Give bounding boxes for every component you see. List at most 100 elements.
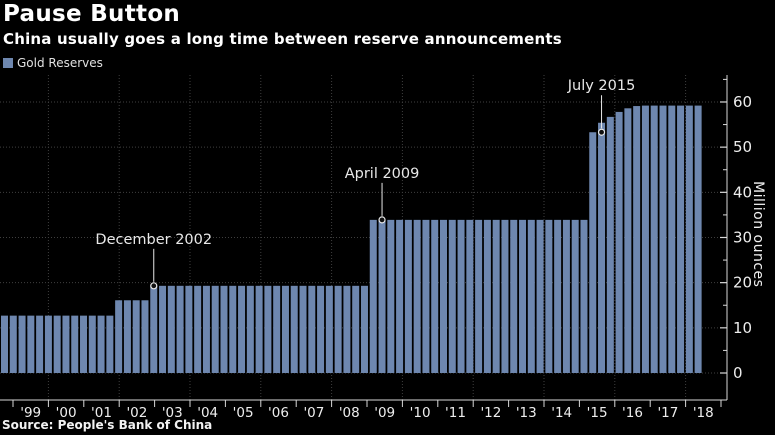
annotation-label-december-2002: December 2002 bbox=[95, 232, 212, 248]
y-tick-label: 10 bbox=[733, 319, 752, 337]
gold-reserves-bar bbox=[396, 219, 404, 373]
x-tick-label: '16 bbox=[622, 405, 643, 421]
legend-swatch-icon bbox=[3, 58, 13, 68]
gold-reserves-bar bbox=[378, 219, 386, 373]
gold-reserves-bar bbox=[536, 219, 544, 373]
gold-reserves-bar bbox=[150, 285, 158, 373]
gold-reserves-bar bbox=[562, 219, 570, 373]
gold-reserves-bar bbox=[545, 219, 553, 373]
gold-reserves-bar-chart: '99 '00 '01 '02 '03 '04 '05 '06 '07 '08 '09 '10 '11 '… bbox=[0, 70, 775, 435]
x-tick-label: '04 bbox=[197, 405, 218, 421]
gold-reserves-bar bbox=[281, 285, 289, 373]
gold-reserves-bar bbox=[483, 219, 491, 373]
x-tick-label: '14 bbox=[551, 405, 572, 421]
gold-reserves-bar bbox=[36, 315, 44, 373]
gold-reserves-bar bbox=[606, 116, 614, 373]
x-tick-label: '09 bbox=[374, 405, 395, 421]
x-tick-label: '00 bbox=[56, 405, 77, 421]
gold-reserves-bar bbox=[97, 315, 105, 373]
x-tick-label: '07 bbox=[303, 405, 324, 421]
x-tick-label: '01 bbox=[91, 405, 112, 421]
gold-reserves-bar bbox=[501, 219, 509, 373]
gold-reserves-bar bbox=[360, 285, 368, 373]
x-tick-label: '13 bbox=[516, 405, 537, 421]
gold-reserves-bar bbox=[273, 285, 281, 373]
gold-reserves-bar bbox=[9, 315, 17, 373]
gold-reserves-bar bbox=[580, 219, 588, 373]
gold-reserves-bar bbox=[641, 105, 649, 373]
gold-reserves-bar bbox=[325, 285, 333, 373]
x-tick-label: '12 bbox=[480, 405, 501, 421]
gold-reserves-bar bbox=[466, 219, 474, 373]
gold-reserves-bar bbox=[413, 219, 421, 373]
gold-reserves-bar bbox=[202, 285, 210, 373]
x-tick-label: '02 bbox=[126, 405, 147, 421]
gold-reserves-bar bbox=[633, 106, 641, 374]
gold-reserves-bar bbox=[659, 105, 667, 373]
gold-reserves-bar bbox=[510, 219, 518, 373]
y-tick-label: 0 bbox=[733, 364, 743, 382]
gold-reserves-bar bbox=[159, 285, 167, 373]
annotation-marker-april-2009 bbox=[378, 216, 386, 224]
gold-reserves-bar bbox=[440, 219, 447, 373]
gold-reserves-bar bbox=[220, 285, 228, 373]
gold-reserves-bar bbox=[334, 285, 342, 373]
y-tick-label: 20 bbox=[733, 274, 752, 292]
gold-reserves-bar bbox=[88, 315, 96, 373]
x-tick-label: '11 bbox=[445, 405, 466, 421]
gold-reserves-bar bbox=[677, 105, 685, 373]
gold-reserves-bar bbox=[404, 219, 412, 373]
gold-reserves-bar bbox=[615, 111, 623, 374]
annotation-label-july-2015: July 2015 bbox=[567, 78, 636, 94]
page-title: Pause Button bbox=[3, 1, 181, 27]
gold-reserves-bar bbox=[229, 285, 237, 373]
gold-reserves-bar bbox=[571, 219, 579, 373]
gold-reserves-bar bbox=[457, 219, 465, 373]
gold-reserves-bar bbox=[264, 285, 272, 373]
gold-reserves-bar bbox=[176, 285, 184, 373]
gold-reserves-bar bbox=[194, 285, 202, 373]
gold-reserves-bar bbox=[589, 132, 597, 373]
gold-reserves-bar bbox=[106, 315, 114, 373]
gold-reserves-bar bbox=[62, 315, 70, 373]
gold-reserves-bar bbox=[167, 285, 175, 373]
gold-reserves-bar bbox=[343, 285, 351, 373]
x-tick-label: '15 bbox=[587, 405, 608, 421]
x-tick-label: '05 bbox=[233, 405, 254, 421]
gold-reserves-bar bbox=[527, 219, 535, 373]
gold-reserves-bar bbox=[44, 315, 52, 373]
gold-reserves-bar bbox=[123, 300, 131, 373]
x-tick-label: '08 bbox=[339, 405, 360, 421]
legend-label: Gold Reserves bbox=[17, 56, 103, 70]
y-tick-label: 60 bbox=[733, 93, 752, 111]
x-tick-label: '18 bbox=[693, 405, 714, 421]
gold-reserves-bar bbox=[624, 108, 632, 374]
gold-reserves-bar bbox=[299, 285, 307, 373]
gold-reserves-bar bbox=[668, 105, 676, 373]
annotation-marker-december-2002 bbox=[150, 282, 158, 290]
annotation-label-april-2009: April 2009 bbox=[345, 166, 420, 182]
y-axis-label: Million ounces bbox=[750, 181, 766, 288]
x-tick-label: '10 bbox=[410, 405, 431, 421]
y-tick-label: 40 bbox=[733, 183, 752, 201]
gold-reserves-bar bbox=[18, 315, 26, 373]
gold-reserves-bar bbox=[115, 300, 123, 373]
gold-reserves-bar bbox=[598, 122, 606, 373]
x-tick-label: '99 bbox=[20, 405, 41, 421]
gold-reserves-bar bbox=[255, 285, 263, 373]
gold-reserves-bar bbox=[650, 105, 658, 373]
gold-reserves-bar bbox=[685, 105, 693, 373]
gold-reserves-bar bbox=[317, 285, 325, 373]
x-tick-label: '06 bbox=[268, 405, 289, 421]
gold-reserves-bar bbox=[1, 315, 8, 373]
gold-reserves-bar bbox=[141, 300, 149, 373]
gold-reserves-bar bbox=[387, 219, 395, 373]
gold-reserves-bar bbox=[290, 285, 298, 373]
gold-reserves-bar bbox=[448, 219, 456, 373]
gold-reserves-bar bbox=[431, 219, 439, 373]
source-line: Source: People's Bank of China bbox=[2, 418, 213, 432]
gold-reserves-bar bbox=[694, 105, 702, 373]
gold-reserves-bar bbox=[422, 219, 430, 373]
x-tick-label: '17 bbox=[657, 405, 678, 421]
